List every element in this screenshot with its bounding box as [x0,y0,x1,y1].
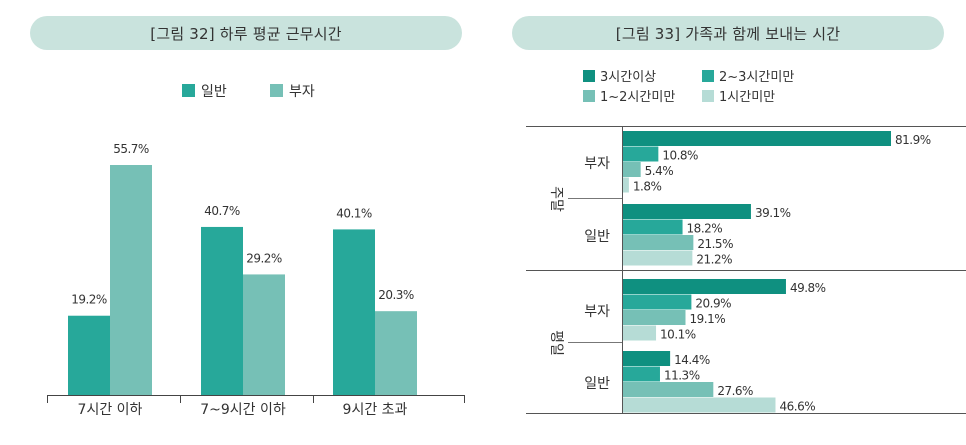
legend-swatch-1 [702,70,714,82]
bar-일반-0 [68,315,110,395]
bar-label-0-1-3: 21.2% [696,253,732,267]
legend-swatch-0 [583,70,595,82]
bar-0-0-1 [623,146,659,162]
legend-swatch-일반 [182,84,195,97]
bar-0-1-3 [623,250,693,266]
bar-1-1-1 [623,366,660,382]
left-chart-title: [그림 32] 하루 평균 근무시간 [30,16,462,50]
bar-0-0-0 [623,131,891,146]
legend-label-부자: 부자 [289,84,315,100]
row-label-1-0: 부자 [584,304,610,320]
bar-0-1-1 [623,219,683,235]
legend-label-2: 1~2시간미만 [600,90,675,105]
bar-0-1-0 [623,204,751,219]
bar-1-1-2 [623,382,714,397]
bar-label-1-1-0: 14.4% [674,353,710,367]
group-label-0: 주말 [548,186,564,212]
bar-label-1-1-1: 11.3% [664,369,700,383]
bar-label-부자-2: 20.3% [378,288,414,302]
bar-label-일반-2: 40.1% [336,206,372,220]
bar-부자-2 [375,311,417,395]
group-label-1: 평일 [548,330,564,356]
legend-label-1: 2~3시간미만 [719,70,794,85]
left-bar-chart: 일반 부자 19.2% 55.7% 40.7% 29.2% 40.1% 20.3% 7시간 이하… [47,84,465,418]
x-tick-label-0: 7시간 이하 [78,402,143,418]
right-panel: [그림 33] 가족과 함께 보내는 시간 3시간이상 2~3시간미만 1~2시간미… [486,0,966,445]
bar-부자-1 [243,274,285,395]
row-label-0-1: 일반 [584,229,610,245]
bar-일반-1 [201,226,243,395]
x-tick-label-1: 7~9시간 이하 [200,402,286,418]
bar-label-0-0-0: 81.9% [895,133,931,147]
bar-label-0-1-0: 39.1% [755,206,791,220]
bar-1-0-3 [623,325,657,341]
bar-1-1-0 [623,351,671,366]
bar-label-1-1-3: 46.6% [779,400,815,414]
bar-label-1-0-2: 19.1% [690,312,726,326]
bar-label-부자-1: 29.2% [246,251,282,265]
bar-1-1-3 [623,397,776,413]
bar-label-1-1-2: 27.6% [717,384,753,398]
bar-label-0-0-3: 1.8% [633,180,662,194]
right-chart-title: [그림 33] 가족과 함께 보내는 시간 [512,16,944,50]
bar-label-1-0-3: 10.1% [660,328,696,342]
bar-label-일반-1: 40.7% [204,204,240,218]
bar-label-1-0-1: 20.9% [695,297,731,311]
legend-swatch-부자 [270,84,283,97]
bar-label-0-1-1: 18.2% [687,222,723,236]
bar-label-0-0-2: 5.4% [645,164,674,178]
legend-swatch-3 [702,90,714,102]
legend-label-0: 3시간이상 [600,70,656,85]
legend-label-일반: 일반 [201,84,227,100]
bar-0-1-2 [623,235,694,250]
row-label-1-1: 일반 [584,376,610,392]
left-panel: [그림 32] 하루 평균 근무시간 일반 부자 19.2% 55.7% 40.7% 29… [0,0,480,445]
bar-label-0-0-1: 10.8% [662,149,698,163]
bar-label-일반-0: 19.2% [71,293,107,307]
bar-1-0-1 [623,294,692,310]
x-tick-label-2: 9시간 초과 [343,402,408,418]
legend-swatch-2 [583,90,595,102]
bar-label-1-0-0: 49.8% [790,281,826,295]
row-label-0-0: 부자 [584,156,610,172]
bar-label-0-1-2: 21.5% [697,237,733,251]
bar-0-0-2 [623,162,641,177]
bar-부자-0 [110,165,152,395]
legend-label-3: 1시간미만 [719,90,775,105]
bar-label-부자-0: 55.7% [113,142,149,156]
bar-일반-2 [333,229,375,395]
bar-0-0-3 [623,177,629,193]
bar-1-0-0 [623,279,786,294]
bar-1-0-2 [623,310,686,325]
